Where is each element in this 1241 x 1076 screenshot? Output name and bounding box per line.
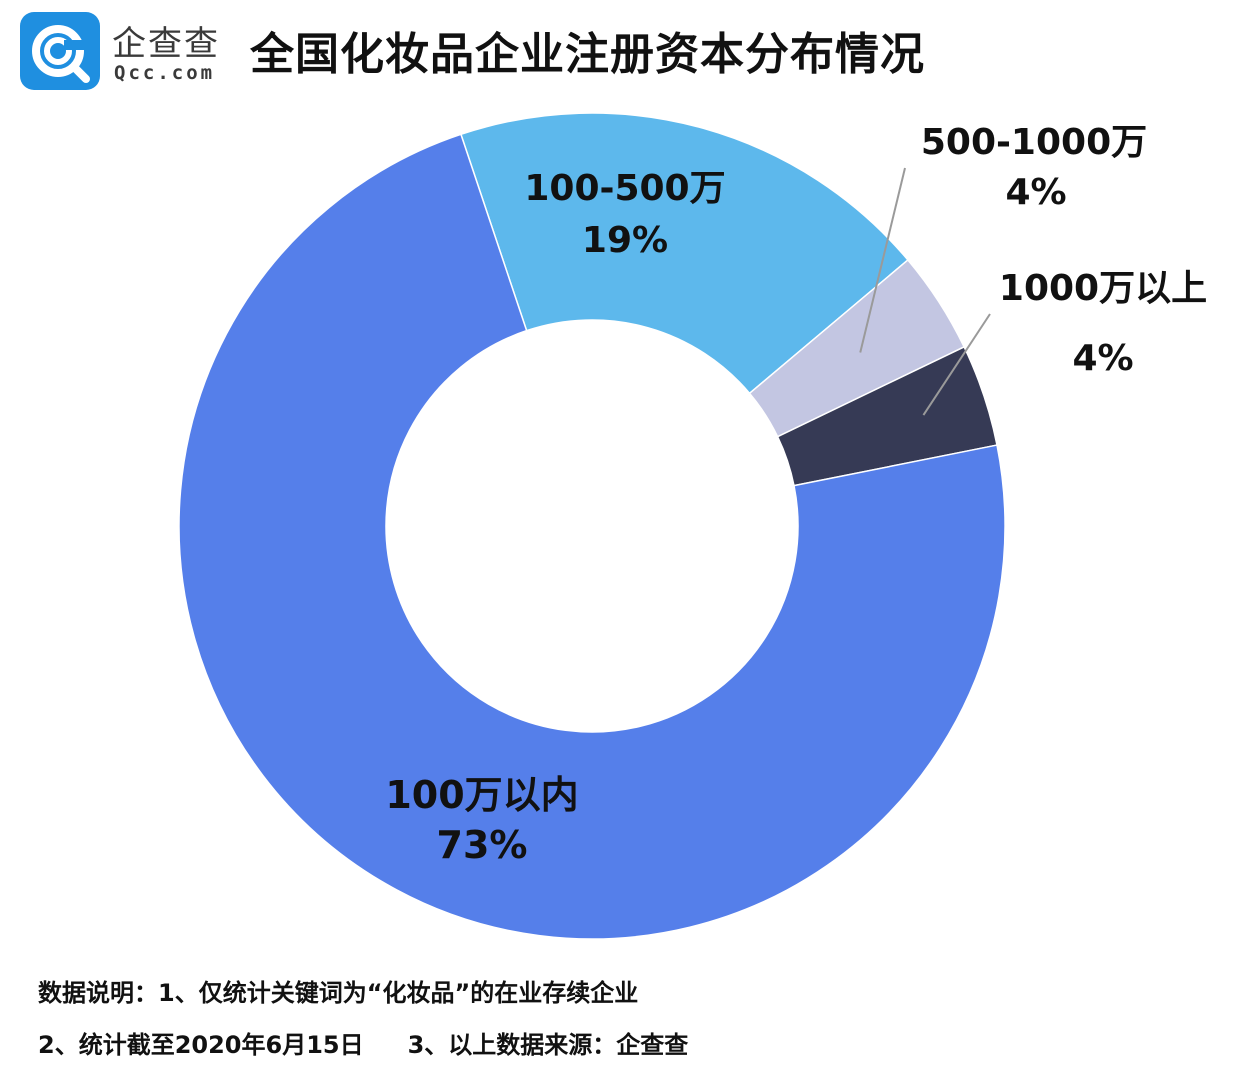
- leader-line-500-1000w: [859, 167, 906, 353]
- label-500-1000w: 500-1000万: [921, 122, 1147, 163]
- slice-under-100w: [178, 133, 1006, 940]
- chart-title: 全国化妆品企业注册资本分布情况: [250, 29, 925, 80]
- qcc-logo-icon: [20, 12, 100, 90]
- label-over-1000w: 1000万以上: [999, 268, 1207, 309]
- footnote-source: 3、以上数据来源：企查查: [407, 1031, 689, 1059]
- footnote-date: 2、统计截至2020年6月15日: [38, 1031, 364, 1059]
- brand-logo: 企查查 Qcc.com: [20, 12, 230, 92]
- slice-100-500w: [460, 112, 909, 395]
- footnote-data-note: 数据说明：1、仅统计关键词为“化妆品”的在业存续企业: [38, 979, 639, 1007]
- pct-under-100w: 73%: [437, 823, 528, 867]
- label-100-500w: 100-500万: [524, 168, 725, 209]
- pct-500-1000w: 4%: [1005, 172, 1066, 213]
- label-under-100w: 100万以内: [385, 773, 578, 817]
- pct-over-1000w: 4%: [1072, 338, 1133, 379]
- brand-name: 企查查: [112, 24, 220, 64]
- brand-domain: Qcc.com: [114, 62, 216, 84]
- leader-line-over-1000w: [922, 313, 991, 416]
- pct-100-500w: 19%: [582, 220, 668, 261]
- footnote-date-source: 2、统计截至2020年6月15日 3、以上数据来源：企查查: [38, 1025, 688, 1060]
